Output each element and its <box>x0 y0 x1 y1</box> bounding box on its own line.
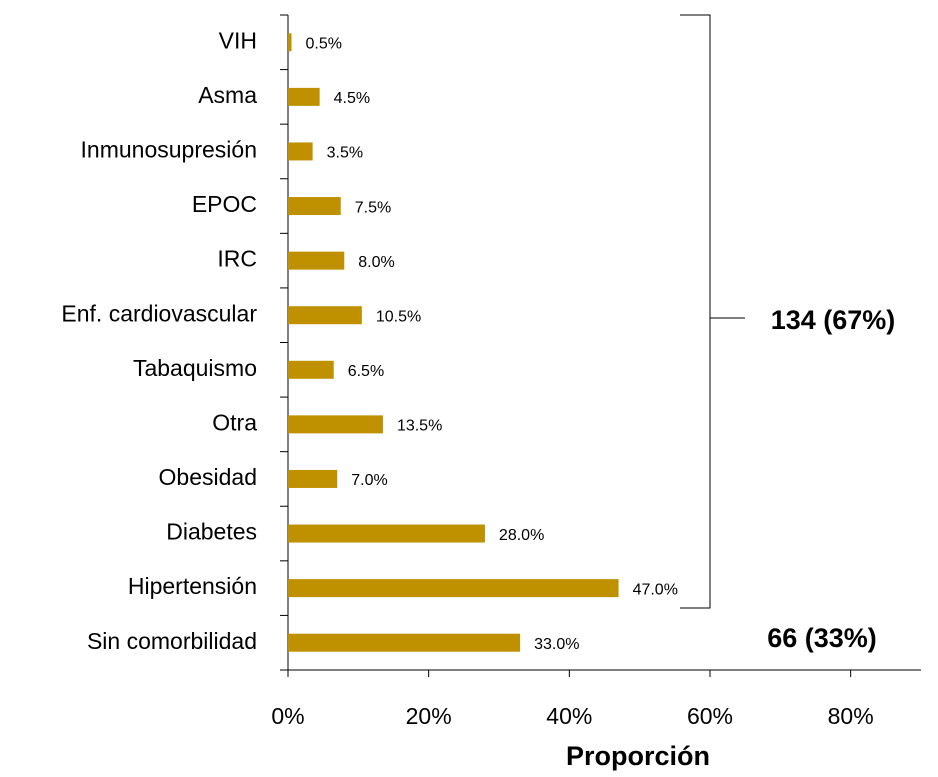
bar <box>288 251 345 270</box>
x-tick-label: 80% <box>828 703 874 729</box>
y-tick-label: VIH <box>219 27 257 53</box>
y-tick-label: Otra <box>212 409 257 435</box>
bar <box>288 87 320 106</box>
bar <box>288 306 362 325</box>
bar <box>288 469 338 488</box>
y-tick-label: Hipertensión <box>128 573 257 599</box>
bar <box>288 633 521 652</box>
value-label: 7.5% <box>355 199 391 216</box>
x-tick-label: 0% <box>271 703 304 729</box>
y-tick-label: Asma <box>198 82 257 108</box>
bar <box>288 579 619 598</box>
value-label: 10.5% <box>376 308 421 325</box>
bar <box>288 33 292 52</box>
value-label: 13.5% <box>397 418 442 435</box>
bar <box>288 360 334 379</box>
y-tick-label: EPOC <box>192 191 257 217</box>
value-label: 4.5% <box>334 90 370 107</box>
value-label: 33.0% <box>534 636 579 653</box>
x-tick-label: 60% <box>687 703 733 729</box>
y-tick-label: Enf. cardiovascular <box>61 300 257 326</box>
value-label: 3.5% <box>327 145 363 162</box>
x-axis-title: Proporción <box>566 741 710 771</box>
y-tick-label: Inmunosupresión <box>81 137 257 163</box>
value-label: 47.0% <box>633 581 678 598</box>
value-label: 7.0% <box>351 472 387 489</box>
value-label: 0.5% <box>306 36 342 53</box>
bar <box>288 524 485 543</box>
x-tick-label: 40% <box>546 703 592 729</box>
annotation: 66 (33%) <box>767 623 877 653</box>
bar <box>288 415 383 434</box>
bar <box>288 197 341 216</box>
x-tick-label: 20% <box>406 703 452 729</box>
bar <box>288 142 313 161</box>
annotation: 134 (67%) <box>771 305 896 335</box>
value-label: 8.0% <box>358 254 394 271</box>
bracket <box>680 14 745 609</box>
y-tick-label: Diabetes <box>166 519 257 545</box>
y-tick-label: Sin comorbilidad <box>87 628 257 654</box>
value-label: 28.0% <box>499 527 544 544</box>
value-label: 6.5% <box>348 363 384 380</box>
y-tick-label: IRC <box>217 246 257 272</box>
y-tick-label: Tabaquismo <box>133 355 257 381</box>
y-tick-label: Obesidad <box>159 464 257 490</box>
